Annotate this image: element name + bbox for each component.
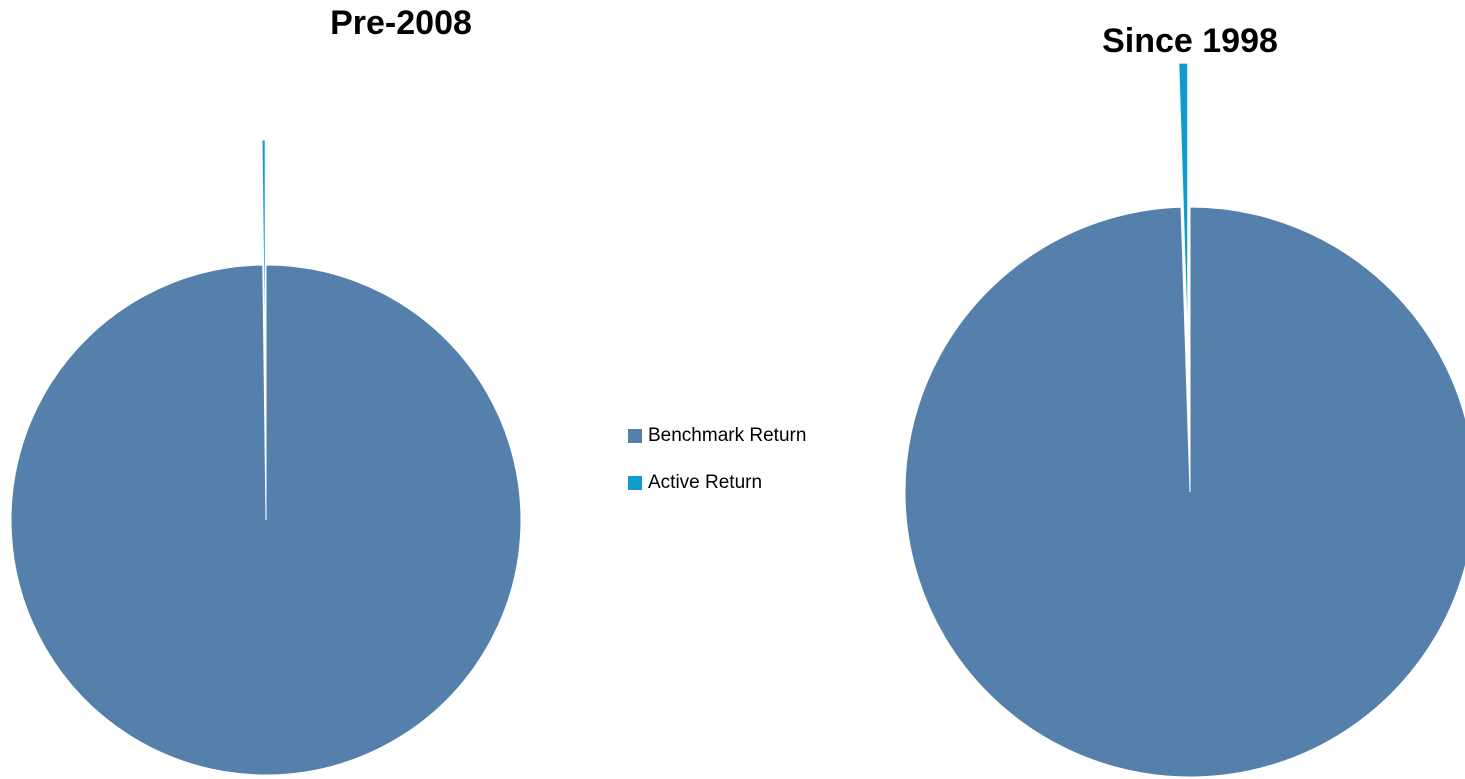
legend-swatch [628, 476, 642, 490]
chart-title: Pre-2008 [330, 4, 472, 42]
legend-label: Active Return [648, 472, 762, 493]
pie-slice [261, 139, 266, 396]
legend-swatch [628, 429, 642, 443]
pie-slice [904, 206, 1465, 778]
chart-title: Since 1998 [1102, 22, 1278, 60]
pie-slice [1178, 62, 1189, 349]
legend-label: Benchmark Return [648, 425, 806, 446]
pie-slice [10, 264, 522, 776]
